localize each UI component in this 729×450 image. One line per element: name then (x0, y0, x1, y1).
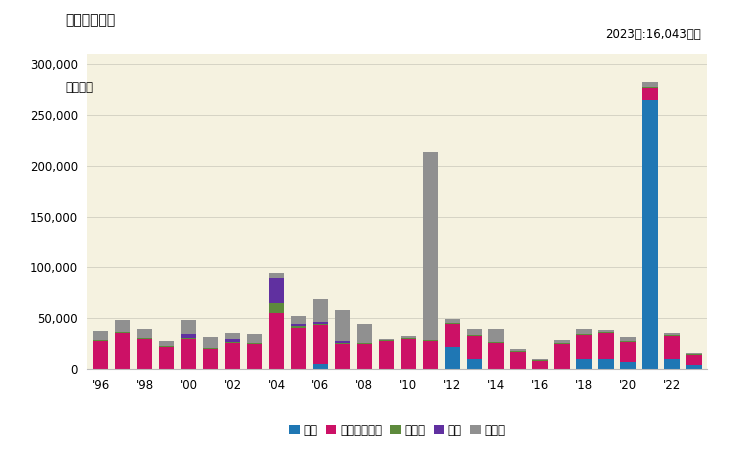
Bar (115, 320, 130, 333)
Bar (445, 319, 460, 323)
Bar (401, 337, 416, 338)
Bar (269, 274, 284, 278)
Bar (467, 337, 482, 359)
Bar (686, 355, 701, 365)
Bar (620, 341, 636, 342)
Bar (378, 341, 394, 369)
Bar (378, 340, 394, 341)
Bar (445, 324, 460, 346)
Bar (467, 359, 482, 369)
Bar (599, 359, 614, 369)
Bar (313, 324, 328, 325)
Bar (664, 337, 679, 359)
Bar (577, 335, 592, 359)
Bar (599, 333, 614, 359)
Bar (225, 342, 240, 369)
Bar (686, 354, 701, 355)
Bar (203, 348, 218, 349)
Bar (664, 333, 679, 335)
Bar (488, 329, 504, 342)
Bar (378, 338, 394, 340)
Bar (203, 349, 218, 369)
Bar (269, 278, 284, 303)
Bar (510, 349, 526, 351)
Bar (664, 335, 679, 337)
Bar (599, 330, 614, 333)
Bar (445, 346, 460, 369)
Bar (401, 338, 416, 369)
Bar (203, 338, 218, 348)
Bar (532, 361, 547, 369)
Bar (335, 310, 350, 341)
Bar (532, 360, 547, 361)
Bar (510, 352, 526, 369)
Bar (445, 323, 460, 324)
Bar (642, 100, 658, 369)
Bar (137, 329, 152, 338)
Bar (291, 324, 306, 326)
Bar (181, 334, 196, 338)
Bar (159, 346, 174, 369)
Bar (159, 341, 174, 346)
Bar (686, 365, 701, 369)
Bar (577, 359, 592, 369)
Bar (356, 344, 372, 369)
Bar (664, 359, 679, 369)
Bar (488, 342, 504, 369)
Bar (356, 342, 372, 344)
Bar (247, 334, 262, 342)
Bar (137, 338, 152, 369)
Bar (423, 340, 438, 341)
Bar (686, 353, 701, 354)
Bar (225, 338, 240, 342)
Bar (93, 331, 109, 340)
Bar (181, 338, 196, 369)
Bar (93, 340, 109, 341)
Bar (269, 313, 284, 369)
Bar (577, 329, 592, 334)
Bar (181, 320, 196, 334)
Text: 輸入量の推移: 輸入量の推移 (66, 14, 116, 27)
Bar (642, 82, 658, 86)
Bar (642, 86, 658, 88)
Bar (620, 338, 636, 341)
Bar (291, 326, 306, 328)
Bar (247, 342, 262, 344)
Bar (291, 316, 306, 324)
Bar (335, 344, 350, 369)
Bar (423, 341, 438, 369)
Bar (335, 342, 350, 344)
Bar (555, 344, 570, 369)
Bar (225, 333, 240, 338)
Text: 2023年:16,043トン: 2023年:16,043トン (605, 28, 701, 41)
Text: 単位トン: 単位トン (66, 81, 93, 94)
Bar (93, 341, 109, 369)
Bar (269, 303, 284, 313)
Bar (467, 329, 482, 335)
Bar (555, 342, 570, 344)
Bar (467, 335, 482, 337)
Legend: 中国, スウェーデン, ドイツ, 米国, その他: 中国, スウェーデン, ドイツ, 米国, その他 (284, 419, 510, 441)
Bar (620, 362, 636, 369)
Bar (532, 359, 547, 360)
Bar (313, 322, 328, 324)
Bar (313, 364, 328, 369)
Bar (555, 340, 570, 342)
Bar (313, 325, 328, 364)
Bar (510, 351, 526, 352)
Bar (291, 328, 306, 369)
Bar (577, 334, 592, 335)
Bar (115, 333, 130, 369)
Bar (356, 324, 372, 342)
Bar (335, 341, 350, 342)
Bar (247, 344, 262, 369)
Bar (642, 88, 658, 100)
Bar (313, 299, 328, 322)
Bar (620, 342, 636, 362)
Bar (423, 152, 438, 340)
